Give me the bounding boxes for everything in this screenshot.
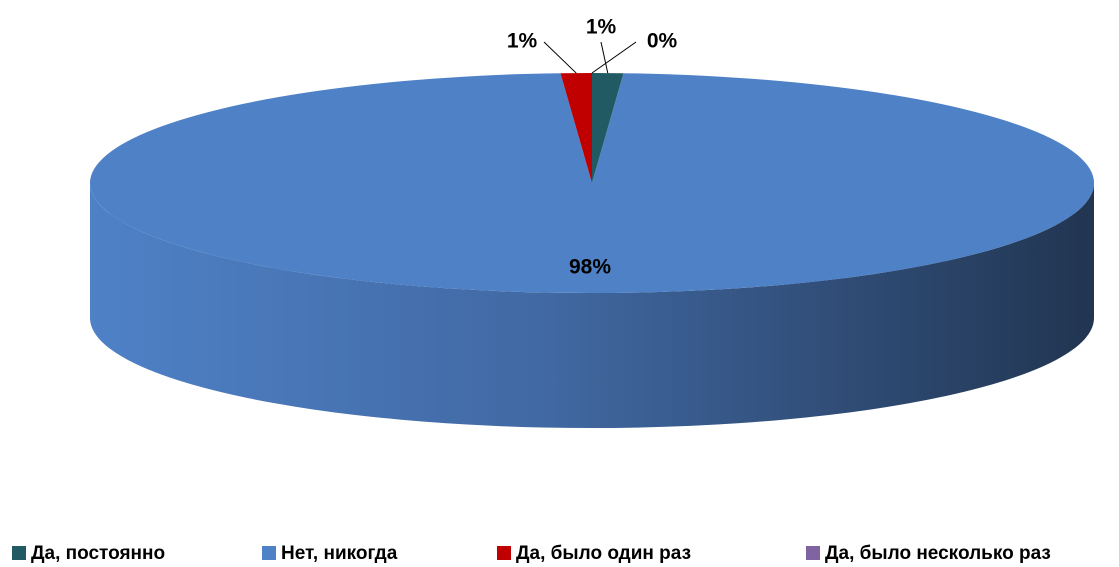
pie-slice <box>592 73 624 183</box>
legend-swatch <box>262 546 276 560</box>
legend-swatch <box>12 546 26 560</box>
pie-side <box>90 183 1094 428</box>
legend-label: Да, было один раз <box>516 543 691 564</box>
legend-swatch <box>497 546 511 560</box>
data-label: 1% <box>586 16 617 39</box>
data-label: 1% <box>507 30 538 53</box>
legend-label: Да, было несколько раз <box>825 543 1051 564</box>
leader-line <box>543 41 577 74</box>
leader-line <box>591 41 637 74</box>
leader-line <box>600 41 609 74</box>
data-label: 0% <box>647 30 678 53</box>
legend-label: Да, постоянно <box>31 543 165 564</box>
pie-slice <box>560 73 592 183</box>
legend-swatch <box>806 546 820 560</box>
data-label: 98% <box>569 256 611 279</box>
legend-label: Нет, никогда <box>281 543 398 564</box>
pie-slice <box>90 73 1094 293</box>
